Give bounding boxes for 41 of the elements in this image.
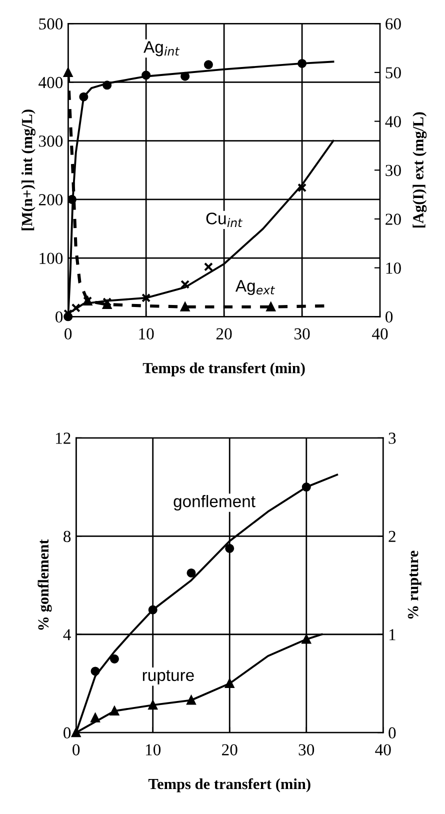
annotation: Ag$_{int}$ xyxy=(144,41,180,56)
x-axis-title: Temps de transfert (min) xyxy=(142,362,305,376)
y-axis-title: % gonflement xyxy=(38,539,52,630)
y2-tick-label: 10 xyxy=(386,262,401,274)
y2-axis-title: [Ag(I)] ext (mg/L) xyxy=(412,112,427,228)
y2-tick-label: 50 xyxy=(386,67,401,78)
y-tick-label: 300 xyxy=(39,136,63,147)
y2-tick-label: 3 xyxy=(388,432,396,444)
x-tick-label: 40 xyxy=(375,744,391,756)
y-axis-title: [M(n+)] int (mg/L) xyxy=(21,110,36,230)
y2-tick-label: 1 xyxy=(389,629,396,640)
y-tick-label: 8 xyxy=(64,530,71,542)
x-tick-label: 10 xyxy=(139,328,154,340)
annotation: Ag$_{ext}$ xyxy=(235,280,275,296)
annotation: Cu$_{int}$ xyxy=(206,212,243,227)
y2-tick-label: 60 xyxy=(386,18,401,30)
x-tick-label: 20 xyxy=(222,744,238,756)
y-tick-label: 400 xyxy=(38,76,63,88)
x-tick-label: 40 xyxy=(372,328,388,340)
y-tick-label: 500 xyxy=(39,18,63,30)
x-tick-label: 10 xyxy=(146,744,161,756)
y2-tick-label: 0 xyxy=(386,311,393,323)
annotation: gonflement xyxy=(174,494,256,511)
x-tick-label: 30 xyxy=(298,744,314,756)
annotation: rupture xyxy=(142,670,194,684)
x-tick-label: 0 xyxy=(72,744,80,756)
y2-tick-label: 2 xyxy=(388,530,396,542)
y2-tick-label: 40 xyxy=(385,116,401,128)
y2-axis-title: % rupture xyxy=(408,550,422,619)
y2-tick-label: 0 xyxy=(388,727,396,739)
x-tick-label: 30 xyxy=(294,328,310,340)
y-tick-label: 4 xyxy=(63,629,71,640)
y-tick-label: 0 xyxy=(56,311,63,323)
y2-tick-label: 20 xyxy=(386,214,401,225)
x-axis-title: Temps de transfert (min) xyxy=(148,778,310,792)
y2-tick-label: 30 xyxy=(386,164,401,176)
y-tick-label: 200 xyxy=(38,194,63,206)
x-tick-label: 20 xyxy=(216,328,232,340)
y-tick-label: 12 xyxy=(56,432,70,444)
y-tick-label: 100 xyxy=(40,252,63,264)
y-tick-label: 0 xyxy=(64,727,71,739)
